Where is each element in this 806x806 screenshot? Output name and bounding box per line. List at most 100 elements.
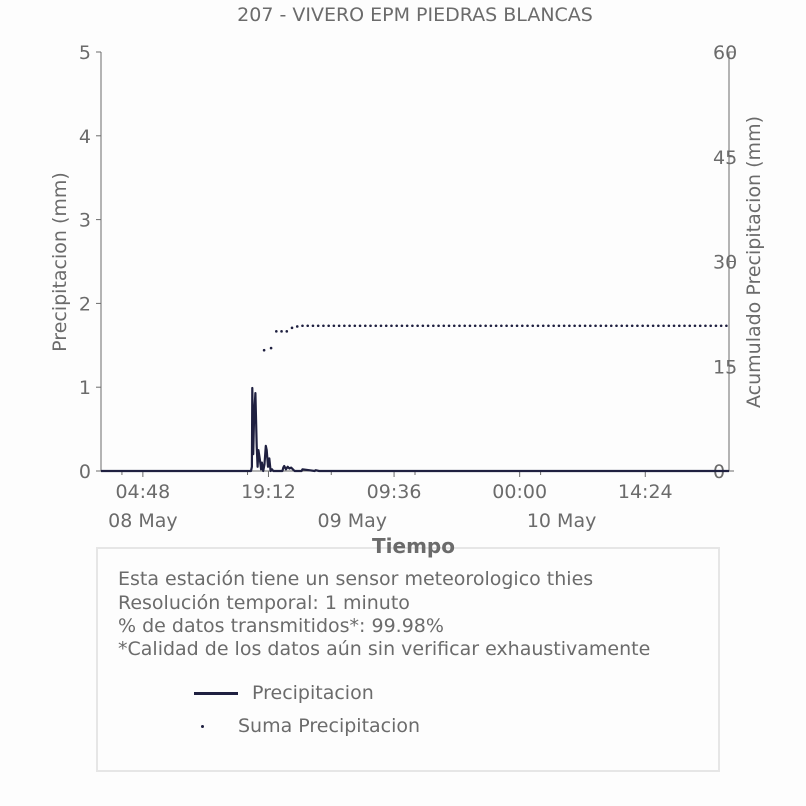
- series-suma-point: [688, 324, 692, 328]
- series-suma-point: [515, 324, 519, 328]
- series-suma-point: [578, 324, 582, 328]
- y-tick-label: 2: [79, 293, 91, 315]
- series-suma-point: [390, 324, 393, 328]
- series-suma-point: [290, 326, 294, 330]
- series-suma-point: [557, 324, 561, 328]
- series-suma-point: [447, 324, 451, 328]
- series-suma-point: [552, 324, 555, 328]
- series-suma-point: [609, 324, 613, 328]
- series-suma-point: [714, 324, 718, 328]
- series-suma-point: [615, 324, 618, 328]
- y-tick-label: 4: [79, 126, 91, 148]
- series-suma-point: [358, 324, 362, 328]
- series-suma-point: [568, 324, 571, 328]
- series-suma-point: [432, 324, 435, 328]
- series-suma-point: [463, 324, 467, 328]
- chart-marks: [101, 324, 729, 473]
- series-suma-point: [301, 324, 304, 328]
- series-suma-point: [725, 324, 728, 328]
- x-tick-label: 09:36: [367, 481, 422, 503]
- info-quality-line: *Calidad de los datos aún sin verificar …: [118, 638, 651, 660]
- series-suma-point: [332, 324, 336, 328]
- series-suma-point: [589, 324, 592, 328]
- series-suma-point: [479, 324, 482, 328]
- series-suma-point: [704, 324, 707, 328]
- x-tick-label: 19:12: [241, 481, 296, 503]
- series-suma-point: [573, 324, 576, 328]
- y2-axis-label: Acumulado Precipitacion (mm): [743, 116, 765, 408]
- series-suma-point: [547, 324, 550, 328]
- y2-tick-label: 30: [713, 252, 737, 274]
- series-suma-point: [285, 330, 289, 333]
- series-suma-point: [468, 324, 472, 328]
- legend-suma-swatch: [201, 725, 204, 728]
- series-suma-point: [395, 324, 398, 328]
- series-suma-point: [411, 324, 414, 328]
- series-suma-point: [709, 324, 712, 328]
- series-suma-point: [306, 324, 310, 328]
- series-suma-point: [400, 324, 404, 328]
- series-suma-point: [594, 324, 597, 328]
- info-sensor-line: Esta estación tiene un sensor meteorolog…: [118, 568, 594, 590]
- series-suma-point: [630, 324, 634, 328]
- series-suma-point: [583, 324, 587, 328]
- series-suma-point: [384, 324, 388, 328]
- x-date-label: 10 May: [527, 510, 597, 532]
- series-suma-point: [442, 324, 446, 328]
- x-tick-label: 14:24: [618, 481, 673, 503]
- info-transmitted-line: % de datos transmitidos*: 99.98%: [118, 615, 444, 637]
- series-suma-point: [667, 324, 671, 328]
- legend-precip-label: Precipitacion: [252, 682, 374, 704]
- series-suma-point: [562, 324, 566, 328]
- series-suma-point: [405, 324, 409, 328]
- series-suma-point: [505, 324, 508, 328]
- series-suma-point: [262, 348, 266, 352]
- series-suma-point: [604, 324, 608, 328]
- y2-tick-label: 45: [713, 147, 737, 169]
- series-suma-point: [693, 324, 697, 328]
- chart-title: 207 - VIVERO EPM PIEDRAS BLANCAS: [237, 4, 593, 26]
- y-tick-label: 0: [79, 461, 91, 483]
- series-suma-point: [719, 324, 723, 328]
- series-suma-point: [374, 324, 378, 328]
- series-suma-point: [657, 324, 660, 328]
- series-suma-point: [473, 324, 477, 328]
- y2-tick-label: 15: [713, 356, 737, 378]
- y2-tick-label: 60: [713, 42, 737, 64]
- series-suma-point: [295, 325, 299, 328]
- series-suma-point: [426, 324, 430, 328]
- series-suma-point: [416, 324, 419, 328]
- series-suma-point: [348, 324, 351, 328]
- info-box: Esta estación tiene un sensor meteorolog…: [96, 547, 720, 772]
- series-suma-point: [363, 324, 367, 328]
- series-suma-point: [452, 324, 456, 328]
- series-precipitacion-line: [101, 386, 729, 473]
- series-suma-point: [280, 330, 283, 333]
- series-suma-point: [683, 324, 686, 328]
- series-suma-point: [672, 324, 676, 328]
- series-suma-point: [625, 324, 629, 328]
- x-tick-label: 04:48: [115, 481, 170, 503]
- series-suma-point: [458, 324, 461, 328]
- series-suma-point: [353, 324, 357, 328]
- series-suma-point: [437, 324, 440, 328]
- legend-precip-swatch: [194, 692, 238, 695]
- x-date-label: 09 May: [318, 510, 388, 532]
- y-tick-label: 5: [79, 42, 91, 64]
- series-suma-point: [698, 324, 702, 328]
- series-suma-point: [526, 324, 529, 328]
- series-suma-point: [677, 324, 681, 328]
- series-suma-point: [369, 324, 372, 328]
- x-axis-label: Tiempo: [372, 534, 455, 558]
- series-suma-point: [343, 324, 346, 328]
- series-suma-point: [599, 324, 603, 328]
- series-suma-point: [520, 324, 524, 328]
- y-tick-label: 1: [79, 377, 91, 399]
- series-suma-point: [494, 324, 498, 328]
- y-tick-label: 3: [79, 210, 91, 232]
- x-tick-label: 00:00: [492, 481, 547, 503]
- series-suma-point: [379, 324, 383, 328]
- series-suma-point: [646, 324, 650, 328]
